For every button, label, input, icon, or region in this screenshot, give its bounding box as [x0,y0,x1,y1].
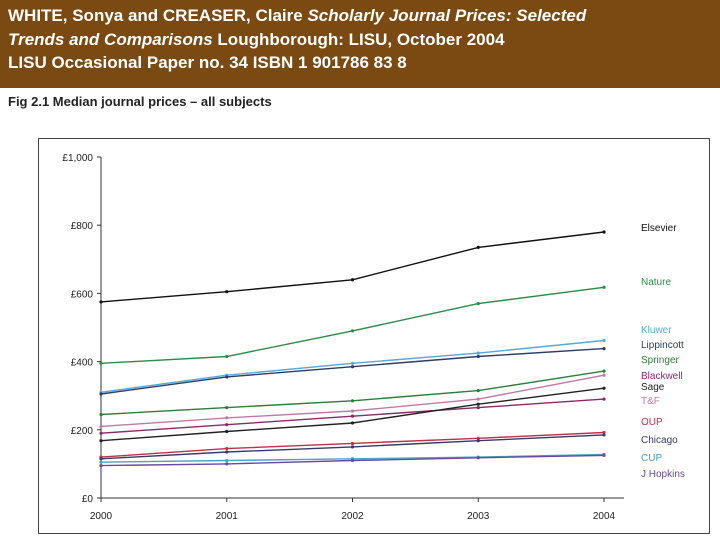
data-point [602,338,606,343]
citation-line-1: WHITE, Sonya and CREASER, Claire Scholar… [8,6,586,26]
data-point [602,373,606,377]
legend-label: CUP [641,453,662,464]
legend-label: Lippincott [641,340,684,351]
data-point [602,386,606,390]
data-point [602,230,606,234]
data-point [225,406,229,410]
y-tick-label: £1,000 [62,153,93,164]
chart-svg: £0 £200 £400 £600 £800 £1,000 2000 2001 2002 2003… [62,153,685,522]
x-tick-label: 2002 [341,511,364,522]
data-point [350,441,355,446]
data-point [350,445,355,449]
data-point [99,361,103,365]
data-point [350,361,355,365]
line-chart: £0 £200 £400 £600 £800 £1,000 2000 2001 2002 2003… [38,138,710,534]
data-point [99,460,103,464]
data-point [225,458,229,463]
data-point [602,397,606,401]
citation-authors: WHITE, Sonya and CREASER, Claire [8,6,303,25]
data-point [476,354,480,359]
series-line [100,370,605,416]
data-point [476,439,480,443]
data-point [602,347,606,351]
data-point [602,285,606,289]
data-point [225,354,229,359]
data-point [99,424,103,428]
legend-label: Sage [641,382,665,393]
series-line [100,387,605,442]
y-tick-label: £0 [82,494,94,505]
data-point [225,423,229,427]
series-line [100,286,605,364]
data-point [602,430,606,435]
x-tick-label: 2004 [593,511,616,522]
x-tick-label: 2001 [216,511,239,522]
legend-label: Blackwell [641,371,683,382]
data-point [225,462,229,466]
series-line [100,347,605,395]
legend-label: Chicago [641,435,678,446]
data-point [476,436,480,440]
y-tick-label: £200 [71,426,94,437]
data-point [99,300,103,304]
data-point [99,464,103,468]
data-point [99,431,103,435]
data-point [350,329,355,333]
data-point [476,245,480,249]
x-tick-label: 2000 [90,511,113,522]
citation-title-part-2: Trends and Comparisons [8,30,213,49]
chart-title: Fig 2.1 Median journal prices – all subj… [8,94,272,109]
data-point [225,429,229,434]
data-point [350,409,355,413]
data-point [350,365,355,369]
y-tick-label: £600 [71,289,94,300]
data-point [602,433,606,437]
data-point [99,439,103,443]
citation-title-part-1: Scholarly Journal Prices: Selected [307,6,587,25]
data-point [476,351,480,355]
data-point [476,397,480,401]
data-point [99,392,103,396]
data-point [350,278,355,282]
y-tick-label: £400 [71,358,94,369]
data-point [476,456,480,460]
legend-label: Nature [641,277,671,288]
data-point [476,302,480,306]
data-point [350,421,355,425]
data-point [602,369,606,373]
data-point [99,412,103,417]
citation-publisher: Loughborough: LISU, October 2004 [217,30,505,49]
legend-label: J Hopkins [641,469,685,480]
data-point [225,416,229,420]
legend-label: Elsevier [641,223,677,234]
data-point [602,453,606,457]
legend-label: Springer [641,355,679,366]
citation-line-2: Trends and Comparisons Loughborough: LIS… [8,30,505,50]
data-point [99,457,103,461]
data-point [225,375,229,379]
data-point [350,414,355,418]
data-point [476,406,480,410]
data-point [350,399,355,403]
legend-label: T&F [641,396,660,407]
data-point [476,402,480,406]
legend-label: OUP [641,417,663,428]
data-point [225,450,229,454]
data-point [476,388,480,393]
data-point [225,446,229,451]
data-point [225,290,229,294]
data-point [350,458,355,463]
citation-line-3: LISU Occasional Paper no. 34 ISBN 1 9017… [8,53,407,72]
y-tick-label: £800 [71,221,94,232]
x-tick-label: 2003 [467,511,490,522]
series-line [100,231,605,303]
legend-label: Kluwer [641,325,672,336]
citation-header: WHITE, Sonya and CREASER, Claire Scholar… [0,0,720,88]
